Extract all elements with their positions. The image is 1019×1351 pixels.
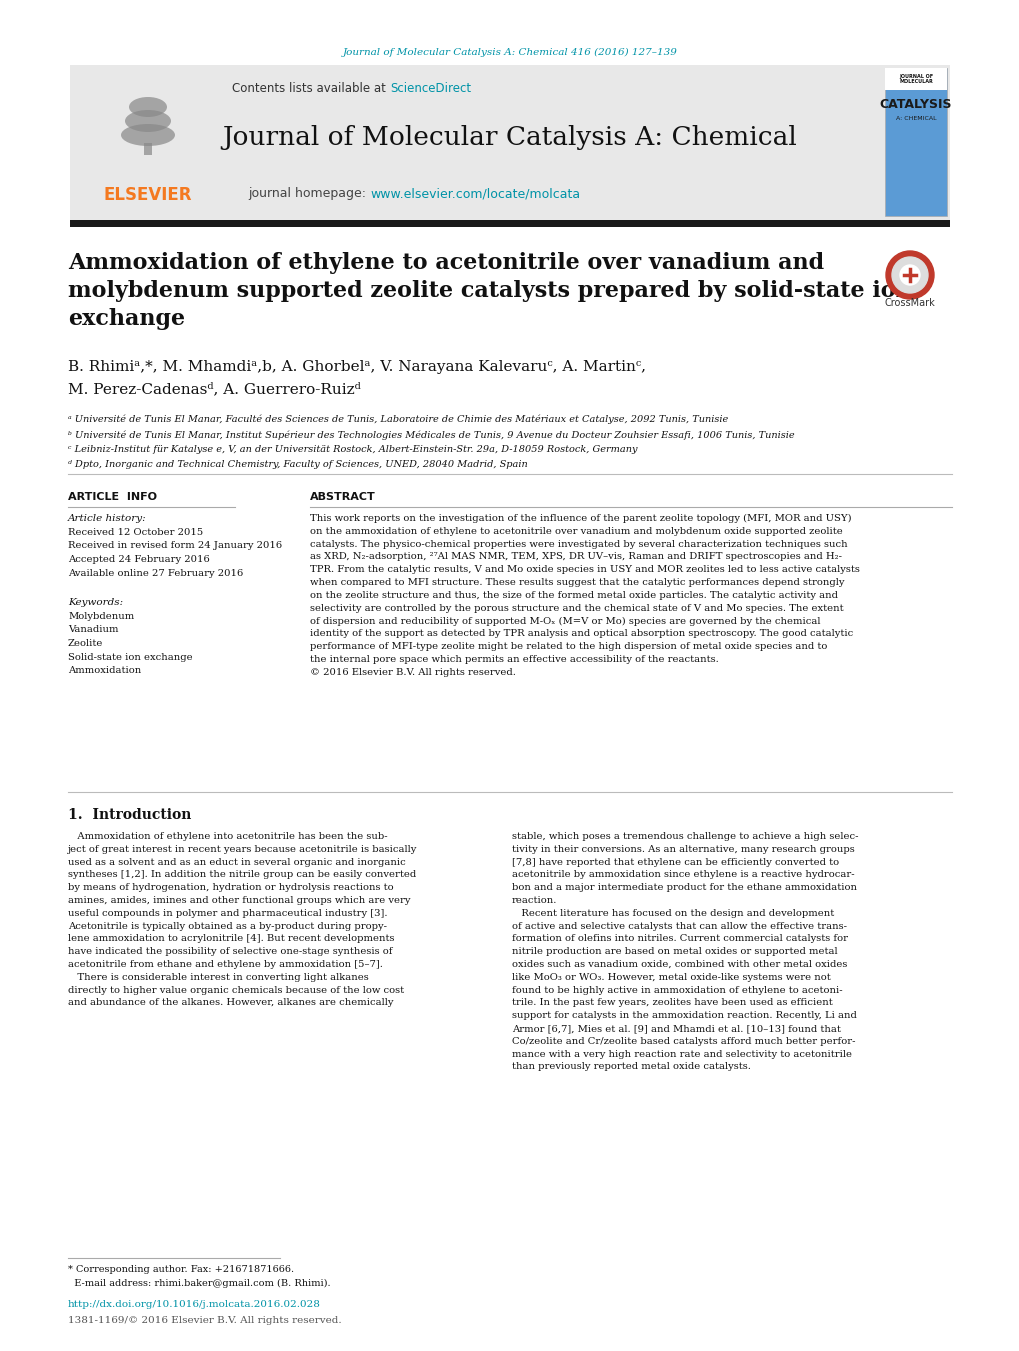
Text: ARTICLE  INFO: ARTICLE INFO <box>68 492 157 503</box>
Bar <box>144 143 152 155</box>
Text: like MoO₃ or WO₃. However, metal oxide-like systems were not: like MoO₃ or WO₃. However, metal oxide-l… <box>512 973 829 982</box>
Text: catalysts. The physico-chemical properties were investigated by several characte: catalysts. The physico-chemical properti… <box>310 539 847 549</box>
Text: Contents lists available at: Contents lists available at <box>232 81 389 95</box>
Text: 1.  Introduction: 1. Introduction <box>68 808 192 821</box>
Text: acetonitrile by ammoxidation since ethylene is a reactive hydrocar-: acetonitrile by ammoxidation since ethyl… <box>512 870 854 880</box>
Text: TPR. From the catalytic results, V and Mo oxide species in USY and MOR zeolites : TPR. From the catalytic results, V and M… <box>310 565 859 574</box>
Text: This work reports on the investigation of the influence of the parent zeolite to: This work reports on the investigation o… <box>310 513 851 523</box>
Text: the internal pore space which permits an effective accessibility of the reactant: the internal pore space which permits an… <box>310 655 718 663</box>
Text: Molybdenum: Molybdenum <box>68 612 135 621</box>
Text: oxides such as vanadium oxide, combined with other metal oxides: oxides such as vanadium oxide, combined … <box>512 961 847 969</box>
Text: used as a solvent and as an educt in several organic and inorganic: used as a solvent and as an educt in sev… <box>68 858 406 866</box>
Ellipse shape <box>125 109 171 132</box>
Text: B. Rhimiᵃ,*, M. Mhamdiᵃ,b, A. Ghorbelᵃ, V. Narayana Kalevaruᶜ, A. Martinᶜ,: B. Rhimiᵃ,*, M. Mhamdiᵃ,b, A. Ghorbelᵃ, … <box>68 359 645 374</box>
Text: syntheses [1,2]. In addition the nitrile group can be easily converted: syntheses [1,2]. In addition the nitrile… <box>68 870 416 880</box>
Bar <box>70 65 949 220</box>
Text: Received in revised form 24 January 2016: Received in revised form 24 January 2016 <box>68 542 282 550</box>
Text: © 2016 Elsevier B.V. All rights reserved.: © 2016 Elsevier B.V. All rights reserved… <box>310 667 516 677</box>
Text: Zeolite: Zeolite <box>68 639 103 648</box>
Text: identity of the support as detected by TPR analysis and optical absorption spect: identity of the support as detected by T… <box>310 630 853 638</box>
Text: Ammoxidation: Ammoxidation <box>68 666 141 676</box>
Text: acetonitrile from ethane and ethylene by ammoxidation [5–7].: acetonitrile from ethane and ethylene by… <box>68 961 382 969</box>
Text: of active and selective catalysts that can allow the effective trans-: of active and selective catalysts that c… <box>512 921 846 931</box>
Text: Ammoxidation of ethylene to acetonitrile over vanadium and
molybdenum supported : Ammoxidation of ethylene to acetonitrile… <box>68 253 911 330</box>
Text: of dispersion and reducibility of supported M-Oₓ (M=V or Mo) species are governe: of dispersion and reducibility of suppor… <box>310 616 819 626</box>
Ellipse shape <box>121 124 175 146</box>
Text: ᵈ Dpto, Inorganic and Technical Chemistry, Faculty of Sciences, UNED, 28040 Madr: ᵈ Dpto, Inorganic and Technical Chemistr… <box>68 459 527 469</box>
Text: ABSTRACT: ABSTRACT <box>310 492 375 503</box>
Text: stable, which poses a tremendous challenge to achieve a high selec-: stable, which poses a tremendous challen… <box>512 832 858 842</box>
Text: selectivity are controlled by the porous structure and the chemical state of V a: selectivity are controlled by the porous… <box>310 604 843 612</box>
Text: tivity in their conversions. As an alternative, many research groups: tivity in their conversions. As an alter… <box>512 844 854 854</box>
Text: directly to higher value organic chemicals because of the low cost: directly to higher value organic chemica… <box>68 986 404 994</box>
Text: on the ammoxidation of ethylene to acetonitrile over vanadium and molybdenum oxi: on the ammoxidation of ethylene to aceto… <box>310 527 842 536</box>
Text: Acetonitrile is typically obtained as a by-product during propy-: Acetonitrile is typically obtained as a … <box>68 921 386 931</box>
Ellipse shape <box>128 97 167 118</box>
Text: E-mail address: rhimi.baker@gmail.com (B. Rhimi).: E-mail address: rhimi.baker@gmail.com (B… <box>68 1279 330 1288</box>
Text: on the zeolite structure and thus, the size of the formed metal oxide particles.: on the zeolite structure and thus, the s… <box>310 590 838 600</box>
Text: Accepted 24 February 2016: Accepted 24 February 2016 <box>68 555 210 563</box>
Text: Journal of Molecular Catalysis A: Chemical: Journal of Molecular Catalysis A: Chemic… <box>222 126 797 150</box>
Text: http://dx.doi.org/10.1016/j.molcata.2016.02.028: http://dx.doi.org/10.1016/j.molcata.2016… <box>68 1300 321 1309</box>
Text: Article history:: Article history: <box>68 513 147 523</box>
Text: have indicated the possibility of selective one-stage synthesis of: have indicated the possibility of select… <box>68 947 392 957</box>
Text: lene ammoxidation to acrylonitrile [4]. But recent developments: lene ammoxidation to acrylonitrile [4]. … <box>68 935 394 943</box>
Text: support for catalysts in the ammoxidation reaction. Recently, Li and: support for catalysts in the ammoxidatio… <box>512 1011 856 1020</box>
Text: trile. In the past few years, zeolites have been used as efficient: trile. In the past few years, zeolites h… <box>512 998 832 1008</box>
Text: nitrile production are based on metal oxides or supported metal: nitrile production are based on metal ox… <box>512 947 837 957</box>
Text: ᵃ Université de Tunis El Manar, Faculté des Sciences de Tunis, Laboratoire de Ch: ᵃ Université de Tunis El Manar, Faculté … <box>68 415 728 424</box>
Text: CrossMark: CrossMark <box>883 299 934 308</box>
Text: amines, amides, imines and other functional groups which are very: amines, amides, imines and other functio… <box>68 896 410 905</box>
Text: Available online 27 February 2016: Available online 27 February 2016 <box>68 569 243 577</box>
Text: Vanadium: Vanadium <box>68 626 118 635</box>
Text: Solid-state ion exchange: Solid-state ion exchange <box>68 653 193 662</box>
Circle shape <box>899 265 919 285</box>
Text: M. Perez-Cadenasᵈ, A. Guerrero-Ruizᵈ: M. Perez-Cadenasᵈ, A. Guerrero-Ruizᵈ <box>68 382 361 396</box>
Text: reaction.: reaction. <box>512 896 556 905</box>
Text: formation of olefins into nitriles. Current commercial catalysts for: formation of olefins into nitriles. Curr… <box>512 935 847 943</box>
Text: Recent literature has focused on the design and development: Recent literature has focused on the des… <box>512 909 834 917</box>
Text: Journal of Molecular Catalysis A: Chemical 416 (2016) 127–139: Journal of Molecular Catalysis A: Chemic… <box>342 47 677 57</box>
Text: Received 12 October 2015: Received 12 October 2015 <box>68 528 203 536</box>
Text: ᵇ Université de Tunis El Manar, Institut Supérieur des Technologies Médicales de: ᵇ Université de Tunis El Manar, Institut… <box>68 430 794 439</box>
Text: ELSEVIER: ELSEVIER <box>104 186 192 204</box>
Text: Co/zeolite and Cr/zeolite based catalysts afford much better perfor-: Co/zeolite and Cr/zeolite based catalyst… <box>512 1036 855 1046</box>
Text: mance with a very high reaction rate and selectivity to acetonitrile: mance with a very high reaction rate and… <box>512 1050 851 1059</box>
Text: found to be highly active in ammoxidation of ethylene to acetoni-: found to be highly active in ammoxidatio… <box>512 986 842 994</box>
Bar <box>884 68 946 216</box>
Bar <box>70 220 949 227</box>
Text: A: CHEMICAL: A: CHEMICAL <box>895 115 935 120</box>
Text: Keywords:: Keywords: <box>68 598 123 607</box>
Text: CATALYSIS: CATALYSIS <box>878 99 952 112</box>
Text: 1381-1169/© 2016 Elsevier B.V. All rights reserved.: 1381-1169/© 2016 Elsevier B.V. All right… <box>68 1316 341 1325</box>
Text: Armor [6,7], Mies et al. [9] and Mhamdi et al. [10–13] found that: Armor [6,7], Mies et al. [9] and Mhamdi … <box>512 1024 840 1034</box>
Text: performance of MFI-type zeolite might be related to the high dispersion of metal: performance of MFI-type zeolite might be… <box>310 642 826 651</box>
Text: and abundance of the alkanes. However, alkanes are chemically: and abundance of the alkanes. However, a… <box>68 998 393 1008</box>
Text: when compared to MFI structure. These results suggest that the catalytic perform: when compared to MFI structure. These re… <box>310 578 844 586</box>
Text: than previously reported metal oxide catalysts.: than previously reported metal oxide cat… <box>512 1062 750 1071</box>
Text: bon and a major intermediate product for the ethane ammoxidation: bon and a major intermediate product for… <box>512 884 856 892</box>
Text: * Corresponding author. Fax: +21671871666.: * Corresponding author. Fax: +2167187166… <box>68 1265 293 1274</box>
Text: There is considerable interest in converting light alkanes: There is considerable interest in conver… <box>68 973 369 982</box>
Text: ScienceDirect: ScienceDirect <box>389 81 471 95</box>
Text: ject of great interest in recent years because acetonitrile is basically: ject of great interest in recent years b… <box>68 844 417 854</box>
Text: useful compounds in polymer and pharmaceutical industry [3].: useful compounds in polymer and pharmace… <box>68 909 387 917</box>
Text: journal homepage:: journal homepage: <box>248 188 370 200</box>
Text: Ammoxidation of ethylene into acetonitrile has been the sub-: Ammoxidation of ethylene into acetonitri… <box>68 832 387 842</box>
Text: www.elsevier.com/locate/molcata: www.elsevier.com/locate/molcata <box>370 188 580 200</box>
Circle shape <box>886 251 933 299</box>
Text: ᶜ Leibniz-Institut für Katalyse e, V, an der Universität Rostock, Albert-Einstei: ᶜ Leibniz-Institut für Katalyse e, V, an… <box>68 444 637 454</box>
Bar <box>884 68 946 91</box>
Circle shape <box>892 257 927 293</box>
Text: by means of hydrogenation, hydration or hydrolysis reactions to: by means of hydrogenation, hydration or … <box>68 884 393 892</box>
Text: as XRD, N₂-adsorption, ²⁷Al MAS NMR, TEM, XPS, DR UV–vis, Raman and DRIFT spectr: as XRD, N₂-adsorption, ²⁷Al MAS NMR, TEM… <box>310 553 841 562</box>
Text: [7,8] have reported that ethylene can be efficiently converted to: [7,8] have reported that ethylene can be… <box>512 858 839 866</box>
Text: JOURNAL OF
MOLECULAR: JOURNAL OF MOLECULAR <box>898 73 932 84</box>
